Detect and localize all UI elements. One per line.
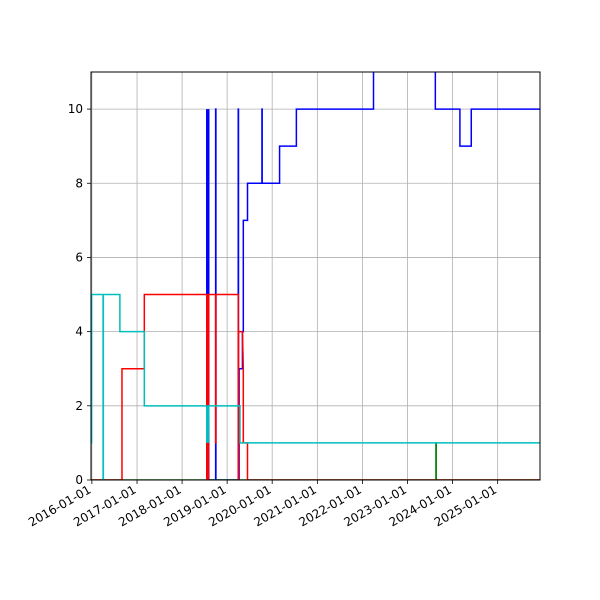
- series-line-1: [206, 72, 540, 480]
- plot-area: [91, 72, 540, 480]
- series-line-3: [91, 293, 540, 480]
- y-tick-label: 8: [75, 176, 83, 190]
- y-tick-label: 2: [75, 399, 83, 413]
- series-group: [91, 72, 540, 480]
- y-tick-label: 4: [75, 325, 83, 339]
- y-tick-label: 6: [75, 250, 83, 264]
- axes-frame: [90, 71, 541, 481]
- y-tick-label: 10: [68, 102, 83, 116]
- y-axis: 0 2 4 6 8 10: [68, 102, 91, 487]
- y-tick-label: 0: [75, 473, 83, 487]
- series-line-4: [91, 293, 540, 480]
